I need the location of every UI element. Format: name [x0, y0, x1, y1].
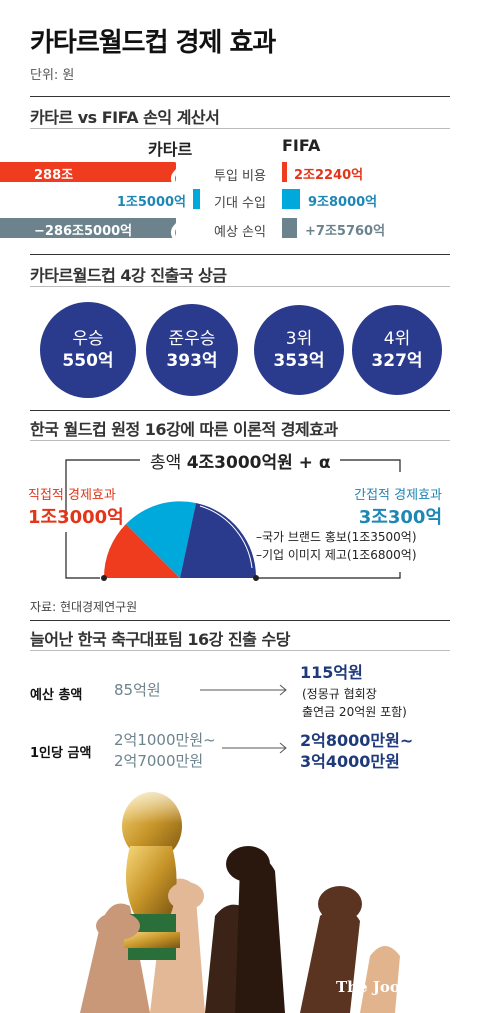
divider — [30, 254, 450, 255]
divider — [30, 286, 450, 287]
unit-label: 단위: 원 — [30, 68, 75, 83]
prize-rank: 준우승 — [168, 329, 216, 349]
row-label-revenue: 기대 수입 — [214, 196, 266, 211]
fifa-header: FIFA — [282, 136, 321, 155]
qatar-header: 카타르 — [148, 140, 193, 159]
per-person-after-line1: 2억8000만원~ — [300, 731, 414, 750]
divider — [30, 620, 450, 621]
prize-rank: 3위 — [285, 329, 313, 349]
pie-slice-direct — [103, 524, 180, 578]
fifa-revenue-bar — [282, 189, 300, 209]
prize-circle-fourth: 4위 327억 — [352, 305, 442, 395]
qatar-profit-value: −286조5000억 — [34, 224, 133, 239]
per-person-before-line1: 2억1000만원~ — [114, 731, 216, 749]
bracket-left-top — [65, 459, 140, 516]
total-suffix: + α — [292, 453, 331, 473]
fifa-profit-value: +7조5760억 — [305, 224, 386, 239]
section1-title: 카타르 vs FIFA 손익 계산서 — [30, 108, 220, 127]
fifa-profit-bar — [282, 218, 297, 238]
prize-amount: 327억 — [371, 351, 423, 371]
indirect-item-corporate: –기업 이미지 제고(1조6800억) — [256, 548, 417, 562]
indirect-effect-label: 간접적 경제효과 — [354, 488, 442, 503]
joongang-logo: The JoongAng — [336, 978, 455, 996]
budget-note-line2: 출연금 20억원 포함) — [302, 705, 407, 719]
budget-note-line1: (정몽규 협회장 — [302, 687, 377, 701]
bracket-left-bottom — [65, 532, 100, 579]
section3-title: 한국 월드컵 원정 16강에 따른 이론적 경제효과 — [30, 420, 338, 439]
prize-rank: 4위 — [383, 329, 411, 349]
divider — [30, 410, 450, 411]
total-value: 4조3000억원 — [186, 453, 293, 473]
section4-title: 늘어난 한국 축구대표팀 16강 진출 수당 — [30, 630, 290, 649]
per-person-before-line2: 2억7000만원 — [114, 752, 204, 770]
pie-edge-dot-right — [253, 575, 259, 581]
pie-slice-brand — [126, 501, 196, 578]
prize-amount: 393억 — [166, 351, 218, 371]
section2-title: 카타르월드컵 4강 진출국 상금 — [30, 266, 227, 285]
prize-rank: 우승 — [72, 329, 104, 349]
divider — [30, 650, 450, 651]
arrow-right-icon — [200, 684, 287, 696]
budget-total-label: 예산 총액 — [30, 688, 83, 703]
prize-amount: 353억 — [273, 351, 325, 371]
economic-effect-diagram — [65, 459, 401, 581]
bracket-right-top — [340, 459, 401, 472]
bracket-right-bottom — [258, 572, 401, 579]
qatar-revenue-bar — [193, 189, 200, 209]
pie-edge-dot-left — [101, 575, 107, 581]
budget-before: 85억원 — [114, 681, 161, 699]
page-title: 카타르월드컵 경제 효과 — [30, 28, 276, 58]
qatar-revenue-value: 1조5000억 — [116, 195, 186, 210]
row-label-profit: 예상 손익 — [214, 225, 266, 240]
world-cup-trophy-photo — [0, 776, 480, 1013]
qatar-cost-bar — [0, 162, 176, 182]
fifa-cost-value: 2조2240억 — [294, 168, 364, 183]
total-effect: 총액 4조3000억원 + α — [150, 448, 331, 473]
qatar-cost-value: 288조 — [34, 168, 74, 183]
prize-circle-winner: 우승 550억 — [40, 302, 136, 398]
qatar-profit-bar — [0, 218, 176, 238]
indirect-effect-value: 3조300억 — [358, 507, 442, 528]
arrow-right-icon — [222, 742, 287, 754]
direct-effect-label: 직접적 경제효과 — [28, 488, 116, 503]
per-person-after-line2: 3억4000만원 — [300, 752, 400, 771]
fifa-cost-bar — [282, 162, 287, 182]
source-label: 자료: 현대경제연구원 — [30, 600, 138, 614]
prize-circle-third: 3위 353억 — [254, 305, 344, 395]
prize-amount: 550억 — [62, 351, 114, 371]
budget-after: 115억원 — [300, 663, 363, 682]
total-prefix: 총액 — [150, 453, 187, 473]
pie-slice-corporate — [180, 503, 257, 578]
qatar-revenue-bar-track — [0, 189, 200, 209]
divider — [30, 128, 450, 129]
prize-circle-runner-up: 준우승 393억 — [146, 304, 238, 396]
row-label-cost: 투입 비용 — [214, 169, 266, 184]
axis-break-icon — [171, 158, 181, 242]
direct-effect-value: 1조3000억 — [28, 507, 124, 528]
per-person-label: 1인당 금액 — [30, 746, 92, 761]
divider — [30, 440, 450, 441]
indirect-item-brand: –국가 브랜드 홍보(1조3500억) — [256, 530, 417, 544]
divider — [30, 96, 450, 97]
fifa-revenue-value: 9조8000억 — [308, 195, 378, 210]
